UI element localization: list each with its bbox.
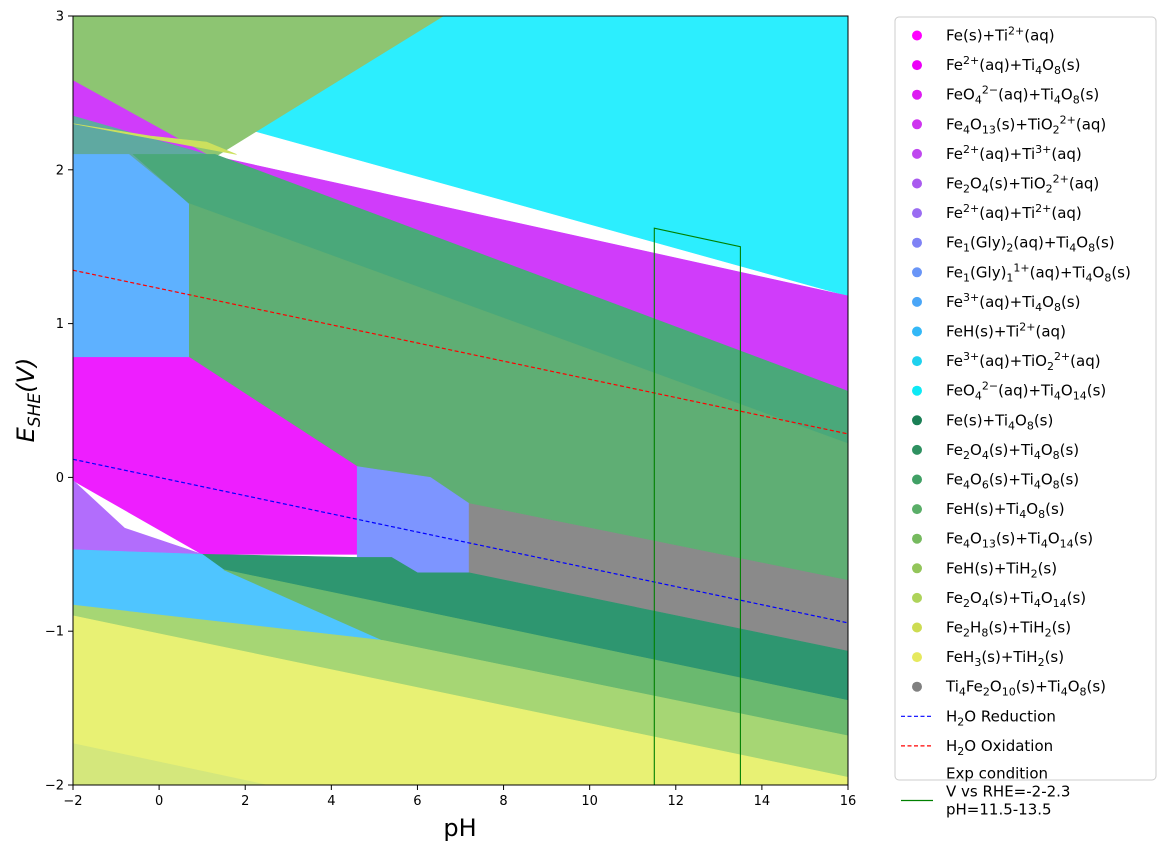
legend-label: H2O Reduction: [946, 707, 1056, 728]
legend-label: Fe1(Gly)2(aq)+Ti4O8(s): [946, 234, 1115, 255]
legend-label: Fe2+(aq)+Ti3+(aq): [946, 143, 1082, 163]
legend: Fe(s)+Ti2+(aq) Fe2+(aq)+Ti4O8(s) FeO42−(aq…: [894, 16, 1157, 819]
legend-label: FeH(s)+TiH2(s): [946, 559, 1057, 580]
legend-marker: [912, 267, 922, 278]
legend-label: Fe2+(aq)+Ti2+(aq): [946, 202, 1082, 222]
legend-marker: [912, 652, 922, 663]
x-axis-label: pH: [443, 814, 476, 842]
legend-marker: [912, 148, 922, 159]
legend-label: Fe2O4(s)+Ti4O14(s): [946, 589, 1086, 610]
x-tick-label: 4: [327, 794, 335, 809]
legend-marker: [912, 89, 922, 100]
y-tick-label: 1: [56, 317, 64, 332]
phase-region-15: [223, 569, 848, 737]
y-tick-label: −1: [45, 625, 64, 640]
legend-label: Fe1(Gly)11+(aq)+Ti4O8(s): [946, 261, 1131, 284]
x-tick-label: 14: [754, 794, 771, 809]
series-line-h2o-reduction: [73, 458, 848, 624]
legend-marker: [912, 326, 922, 337]
phase-region-7: [132, 154, 848, 444]
legend-label: Ti4Fe2O10(s)+Ti4O8(s): [945, 678, 1106, 699]
x-tick-label: 10: [581, 794, 598, 809]
legend-marker: [912, 296, 922, 307]
legend-label: FeO42−(aq)+Ti4O8(s): [946, 84, 1099, 107]
legend-marker: [912, 504, 922, 515]
legend-label: Fe(s)+Ti4O8(s): [946, 411, 1053, 432]
x-tick-label: 8: [499, 794, 507, 809]
legend-label: FeH(s)+Ti2+(aq): [946, 321, 1066, 341]
x-tick-label: 2: [241, 794, 249, 809]
legend-label: Fe4O13(s)+TiO22+(aq): [946, 113, 1106, 136]
legend-label: Fe4O6(s)+Ti4O8(s): [946, 471, 1079, 492]
legend-label: Fe2H8(s)+TiH2(s): [946, 619, 1071, 640]
series-line-exp-condition: [653, 227, 741, 785]
legend-label: Fe4O13(s)+Ti4O14(s): [946, 530, 1093, 551]
y-tick-label: −2: [45, 779, 64, 794]
legend-label: FeO42−(aq)+Ti4O14(s): [946, 380, 1106, 403]
legend-marker: [912, 30, 922, 41]
plot-frame: [72, 15, 849, 786]
legend-label: Fe2O4(s)+TiO22+(aq): [946, 173, 1099, 196]
x-tick-label: 6: [413, 794, 421, 809]
y-tick-label: 0: [56, 471, 64, 486]
legend-label: Fe2+(aq)+Ti4O8(s): [946, 54, 1080, 77]
legend-marker: [912, 208, 922, 219]
legend-label: H2O Oxidation: [946, 737, 1053, 758]
x-tick-label: 0: [155, 794, 163, 809]
data-series: [73, 227, 848, 785]
phase-region-12: [468, 503, 848, 652]
x-tick-label: 16: [840, 794, 857, 809]
legend-marker: [912, 533, 922, 544]
legend-marker: [912, 681, 922, 692]
phase-regions: [73, 16, 848, 785]
legend-marker: [912, 237, 922, 248]
phase-region-18: [73, 743, 267, 785]
legend-label: Fe(s)+Ti2+(aq): [946, 25, 1055, 45]
legend-marker: [912, 563, 922, 574]
legend-marker: [912, 474, 922, 485]
svg-text:ESHE(V): ESHE(V): [12, 358, 45, 443]
y-tick-label: 2: [56, 163, 64, 178]
legend-label: Exp condition: [946, 765, 1048, 783]
legend-label: pH=11.5-13.5: [946, 801, 1052, 819]
x-tick-label: −2: [63, 794, 82, 809]
legend-label: V vs RHE=-2-2.3: [946, 783, 1070, 801]
legend-label: FeH(s)+Ti4O8(s): [946, 500, 1065, 521]
x-tick-label: 12: [668, 794, 685, 809]
phase-region-6: [73, 123, 237, 155]
legend-label: Fe2O4(s)+Ti4O8(s): [946, 441, 1079, 462]
legend-marker: [912, 385, 922, 396]
y-tick-label: 3: [56, 10, 64, 25]
legend-marker: [912, 444, 922, 455]
legend-marker: [912, 622, 922, 633]
legend-marker: [912, 178, 922, 189]
legend-marker: [912, 356, 922, 367]
legend-marker: [912, 415, 922, 426]
y-axis-label: ESHE(V): [12, 358, 45, 443]
legend-frame: [894, 16, 1157, 781]
legend-marker: [912, 119, 922, 130]
legend-marker: [912, 60, 922, 71]
legend-label: Fe3+(aq)+Ti4O8(s): [946, 291, 1080, 314]
legend-marker: [912, 592, 922, 603]
legend-label: FeH3(s)+TiH2(s): [946, 648, 1064, 669]
legend-label: Fe3+(aq)+TiO22+(aq): [946, 350, 1101, 373]
series-line-h2o-oxidation: [73, 269, 848, 435]
